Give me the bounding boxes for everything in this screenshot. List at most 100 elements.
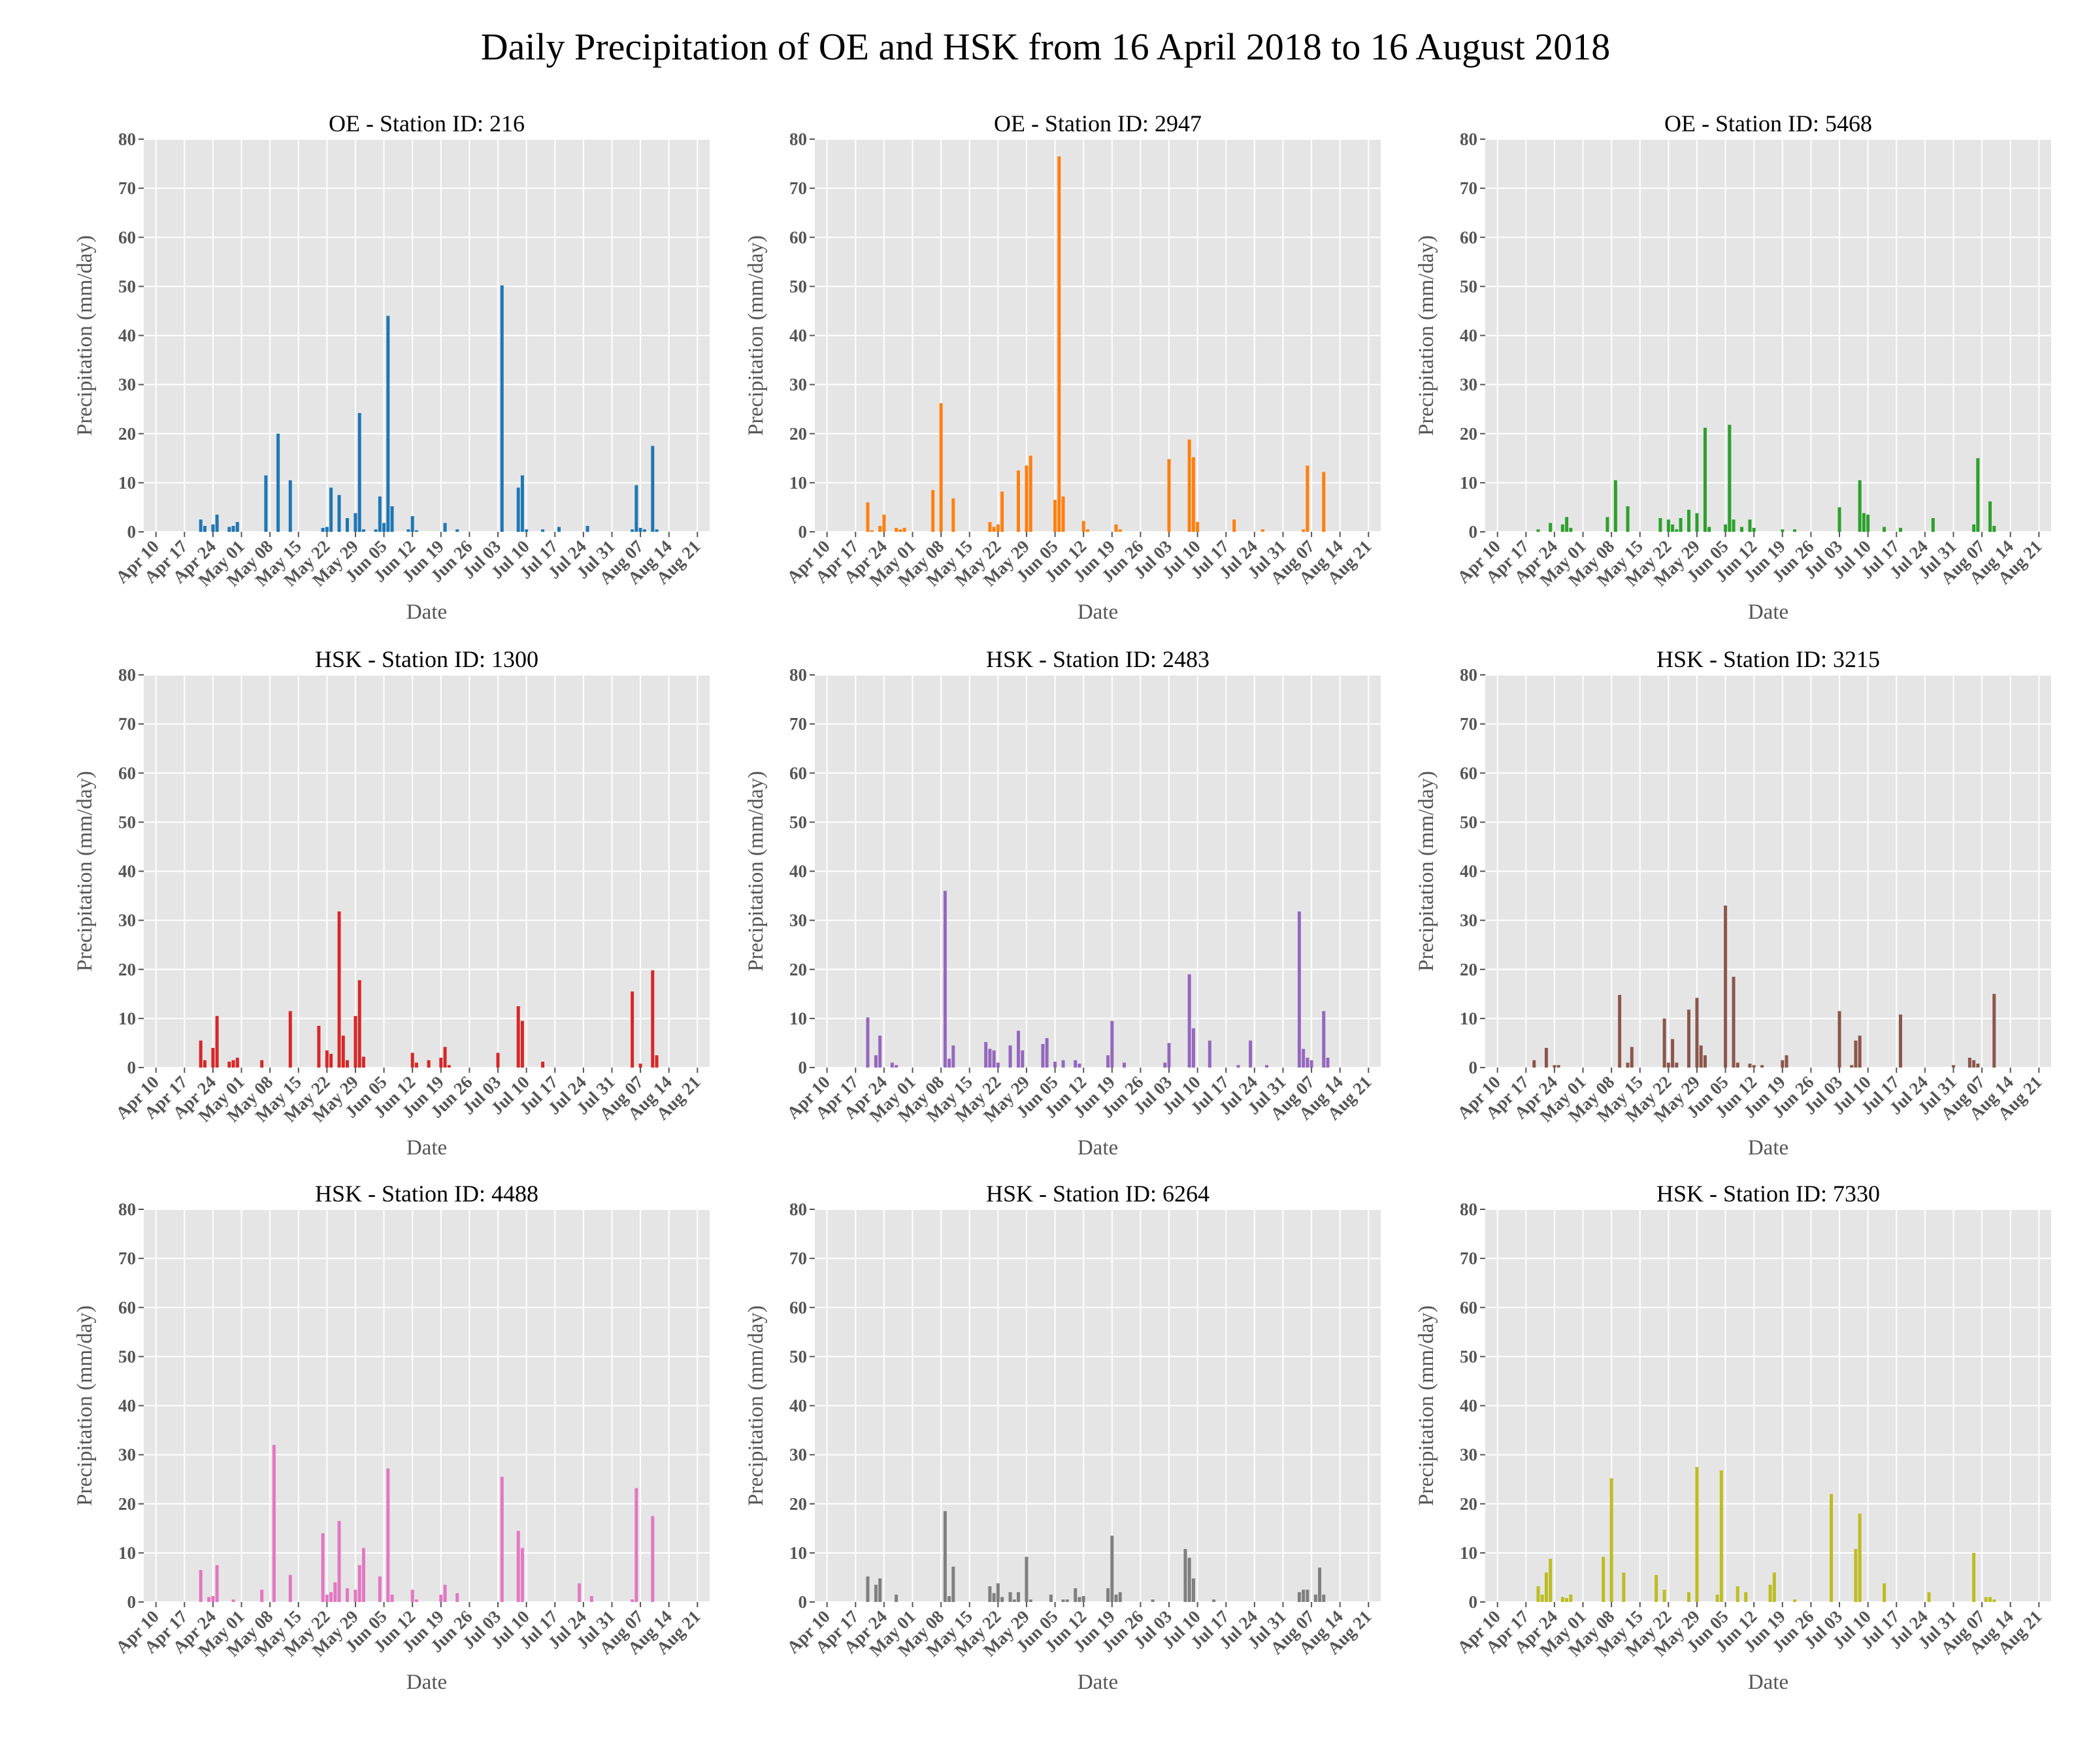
precip-bar — [1830, 1494, 1834, 1602]
precip-bar — [1671, 1039, 1675, 1068]
precip-bar — [1151, 1599, 1155, 1602]
precip-bar — [260, 1590, 264, 1602]
precip-bar — [1898, 527, 1902, 532]
precip-bar — [1728, 425, 1732, 532]
y-tick-label: 80 — [1460, 665, 1477, 685]
y-tick-label: 60 — [1460, 1298, 1477, 1317]
precip-bar — [1972, 1552, 1976, 1602]
precip-bar — [1106, 1055, 1110, 1068]
precip-bar — [525, 529, 529, 532]
precip-bar — [1703, 1055, 1707, 1068]
y-tick-label: 50 — [789, 812, 807, 832]
precip-bar — [1000, 1597, 1004, 1602]
precip-bar — [1626, 506, 1630, 532]
precip-bar — [902, 527, 906, 532]
precip-bar — [1666, 519, 1670, 532]
precip-bar — [325, 527, 329, 532]
precip-bar — [1732, 977, 1736, 1068]
y-tick-label: 70 — [789, 1249, 807, 1268]
y-axis-label: Precipitation (mm/day) — [1415, 235, 1438, 436]
x-axis-label: Date — [406, 1136, 447, 1160]
y-tick-label: 70 — [118, 714, 136, 734]
y-tick-label: 0 — [127, 1058, 137, 1077]
precip-bar — [1862, 513, 1866, 532]
precip-bar — [1927, 1592, 1931, 1602]
precip-bar — [1703, 427, 1707, 532]
precip-bar — [1540, 1594, 1544, 1602]
precip-bar — [264, 475, 268, 532]
y-tick-label: 0 — [127, 1592, 137, 1612]
y-tick-label: 40 — [118, 326, 136, 346]
subplot-title: HSK - Station ID: 2483 — [986, 646, 1210, 672]
precip-bar — [1736, 1586, 1739, 1602]
y-axis-label: Precipitation (mm/day) — [73, 1305, 97, 1506]
y-tick-label: 60 — [118, 763, 136, 783]
precip-bar — [984, 1041, 988, 1068]
precip-bar — [215, 514, 219, 532]
precip-bar — [1208, 1040, 1211, 1068]
y-tick-label: 80 — [118, 665, 136, 685]
precip-bar — [1715, 1594, 1719, 1602]
precip-bar — [1781, 1060, 1785, 1068]
y-tick-label: 70 — [1460, 178, 1477, 198]
precip-bar — [1560, 524, 1564, 532]
y-tick-label: 50 — [118, 812, 136, 832]
y-tick-label: 10 — [789, 473, 807, 493]
y-tick-label: 20 — [789, 424, 807, 444]
precip-bar — [992, 1593, 996, 1602]
precip-bar — [1302, 529, 1306, 532]
precip-bar — [1695, 1467, 1699, 1602]
precip-bar — [1078, 1597, 1081, 1602]
precip-bar — [1837, 507, 1841, 532]
precip-bar — [996, 524, 1000, 532]
precip-bar — [1695, 513, 1699, 532]
precip-bar — [1553, 1065, 1556, 1068]
precip-bar — [288, 1575, 292, 1602]
precip-bar — [516, 1006, 520, 1068]
precip-bar — [1074, 1588, 1078, 1602]
precip-bar — [443, 1584, 447, 1602]
precip-bar — [516, 1531, 520, 1602]
precip-bar — [227, 1061, 231, 1068]
precip-bar — [410, 1590, 414, 1602]
precip-bar — [895, 527, 898, 532]
precip-bar — [1785, 1055, 1788, 1068]
precip-bar — [346, 517, 350, 532]
precip-bar — [1662, 1018, 1666, 1068]
precip-bar — [1748, 1063, 1752, 1068]
precip-bar — [951, 498, 955, 532]
precip-bar — [898, 529, 902, 532]
y-tick-label: 30 — [118, 911, 136, 930]
precip-bar — [1569, 1594, 1573, 1602]
precip-bar — [354, 1016, 357, 1068]
y-tick-label: 30 — [118, 1445, 136, 1465]
precip-bar — [866, 1017, 870, 1068]
precip-bar — [1744, 1592, 1748, 1602]
y-tick-label: 10 — [118, 473, 136, 493]
precip-bar — [1679, 517, 1683, 532]
precip-bar — [895, 1065, 898, 1068]
precip-bar — [996, 1062, 1000, 1068]
precip-bar — [1976, 1063, 1980, 1068]
precip-bar — [1118, 1592, 1122, 1602]
precip-bar — [878, 525, 882, 532]
precip-bar — [1793, 529, 1796, 532]
precip-bar — [1041, 1043, 1045, 1068]
precip-bar — [1309, 1060, 1313, 1068]
y-tick-label: 50 — [1460, 812, 1477, 832]
precip-bar — [443, 1047, 447, 1068]
precip-bar — [1183, 1548, 1187, 1602]
precip-bar — [895, 1594, 898, 1602]
precip-bar — [1187, 974, 1191, 1068]
y-axis-label: Precipitation (mm/day) — [73, 235, 97, 436]
precip-bar — [357, 980, 361, 1068]
precip-bar — [520, 475, 524, 532]
subplot-title: HSK - Station ID: 4488 — [315, 1181, 538, 1207]
precip-bar — [1883, 1583, 1886, 1602]
precip-bar — [1972, 1060, 1976, 1068]
